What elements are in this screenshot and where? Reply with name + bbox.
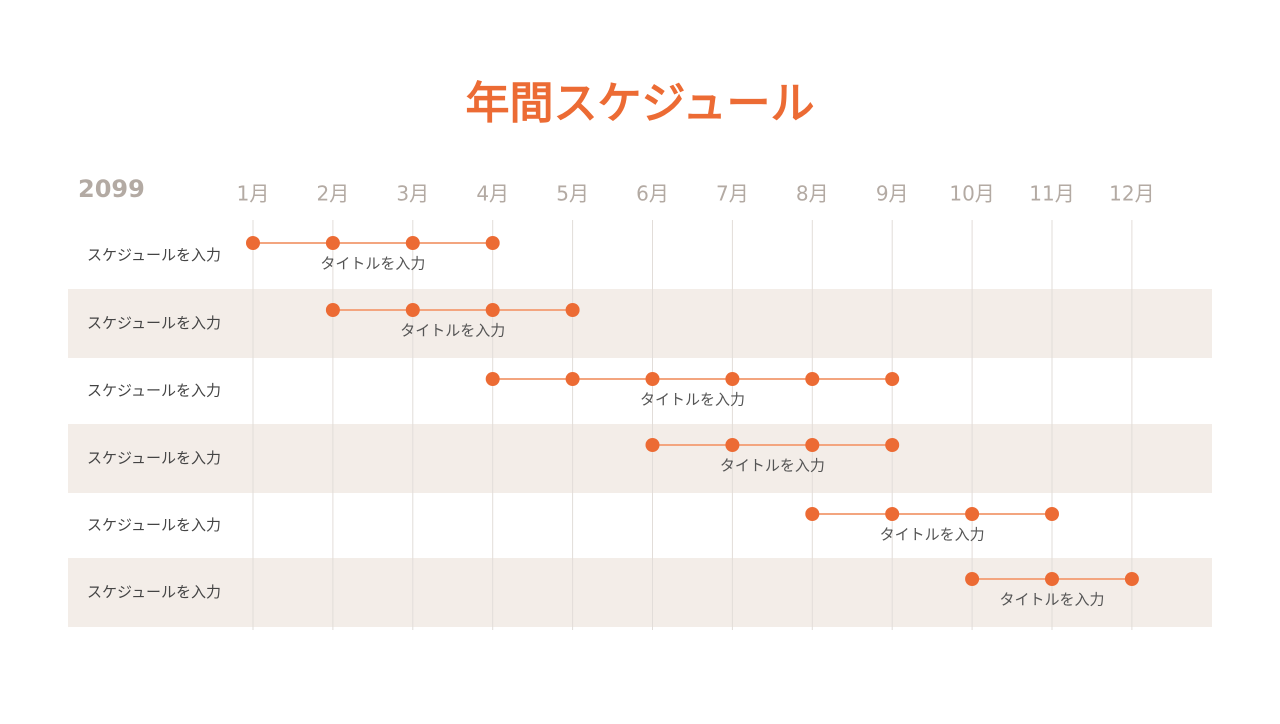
- title: 年間スケジュール: [466, 78, 815, 129]
- milestone-dot: [805, 507, 820, 521]
- row-band: [68, 558, 1212, 627]
- month-label: 7月: [716, 182, 749, 206]
- milestone-dot: [485, 303, 500, 317]
- milestone-dot: [725, 372, 740, 386]
- year: 2099: [78, 175, 145, 203]
- milestone-dot: [325, 236, 340, 250]
- milestone-dot: [1045, 507, 1059, 521]
- span-title: タイトルを入力: [400, 322, 505, 340]
- milestone-dot: [645, 372, 660, 386]
- row-band-white: [68, 493, 1212, 558]
- milestone-dot: [885, 507, 900, 521]
- month-label: 1月: [237, 182, 270, 206]
- month-label: 10月: [949, 182, 994, 206]
- milestone-dot: [805, 372, 820, 386]
- row-label: スケジュールを入力: [87, 449, 221, 467]
- row-band-white: [68, 358, 1212, 424]
- milestone-dot: [405, 236, 420, 250]
- row-label: スケジュールを入力: [87, 382, 221, 400]
- month-label: 12月: [1109, 182, 1154, 206]
- milestone-dot: [565, 303, 580, 317]
- span-title: タイトルを入力: [640, 391, 745, 409]
- row-label: スケジュールを入力: [87, 583, 221, 601]
- milestone-dot: [485, 372, 500, 386]
- row-band: [68, 424, 1212, 493]
- milestone-dot: [885, 438, 900, 452]
- milestone-dot: [965, 507, 980, 521]
- milestone-dot: [1124, 572, 1139, 586]
- milestone-dot: [885, 372, 900, 386]
- row-label: スケジュールを入力: [87, 246, 221, 264]
- row-label: スケジュールを入力: [87, 516, 221, 534]
- milestone-dot: [805, 438, 820, 452]
- month-label: 11月: [1029, 182, 1074, 206]
- month-label: 2月: [317, 182, 350, 206]
- milestone-dot: [325, 303, 340, 317]
- row-label: スケジュールを入力: [87, 314, 221, 332]
- span-title: タイトルを入力: [999, 591, 1104, 609]
- row-band: [68, 289, 1212, 358]
- milestone-dot: [565, 372, 580, 386]
- milestone-dot: [246, 236, 260, 250]
- milestone-dot: [1045, 572, 1059, 586]
- span-title: タイトルを入力: [880, 526, 985, 544]
- milestone-dot: [405, 303, 420, 317]
- month-label: 5月: [556, 182, 589, 206]
- month-label: 8月: [796, 182, 829, 206]
- milestone-dot: [645, 438, 660, 452]
- month-label: 9月: [876, 182, 909, 206]
- month-label: 4月: [476, 182, 509, 206]
- milestone-dot: [965, 572, 980, 586]
- row-band-white: [68, 222, 1212, 289]
- milestone-dot: [485, 236, 500, 250]
- month-label: 3月: [396, 182, 429, 206]
- month-label: 6月: [636, 182, 669, 206]
- span-title: タイトルを入力: [320, 255, 425, 273]
- milestone-dot: [725, 438, 740, 452]
- span-title: タイトルを入力: [720, 457, 825, 475]
